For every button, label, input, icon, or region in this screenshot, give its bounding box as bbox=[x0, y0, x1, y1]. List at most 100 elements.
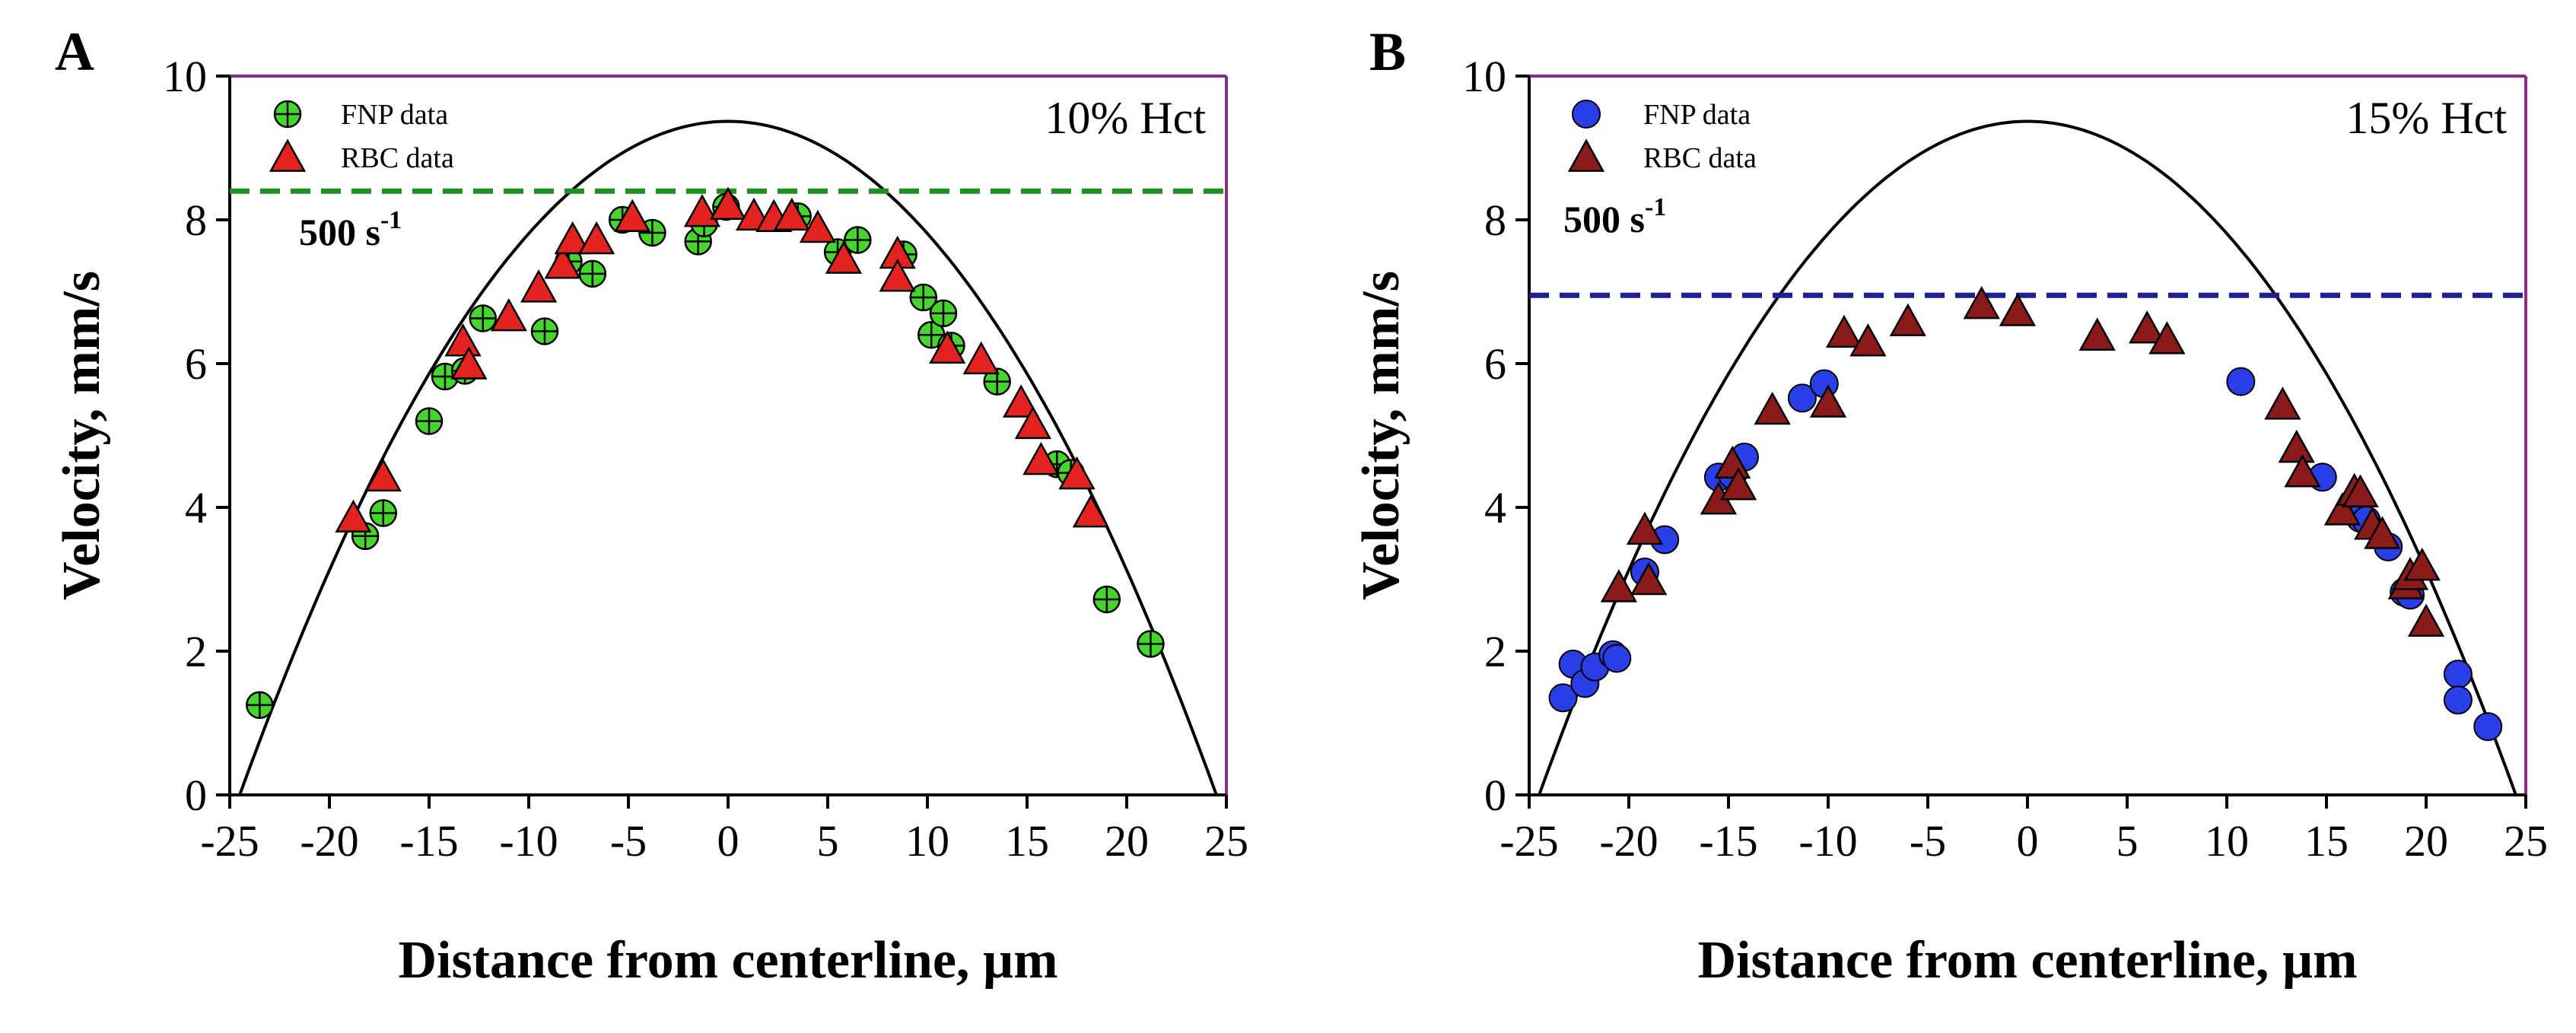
legend-marker bbox=[273, 100, 302, 129]
data-point bbox=[369, 499, 397, 527]
data-point bbox=[469, 304, 497, 332]
data-point bbox=[1137, 630, 1165, 658]
data-point bbox=[578, 259, 607, 288]
x-tick-label: 25 bbox=[2504, 816, 2548, 866]
data-point bbox=[1719, 467, 1757, 501]
panel-letter: A bbox=[55, 21, 94, 82]
parabolic-profile-curve bbox=[238, 119, 1218, 796]
data-point bbox=[450, 346, 488, 380]
data-point bbox=[1092, 585, 1121, 614]
x-tick-label: -10 bbox=[1798, 816, 1857, 866]
x-tick-label: -25 bbox=[200, 816, 259, 866]
y-tick-label: 4 bbox=[185, 483, 207, 532]
y-tick-label: 6 bbox=[1484, 339, 1506, 389]
data-point bbox=[1999, 293, 2037, 326]
legend-label: FNP data bbox=[1643, 99, 1751, 131]
x-axis-title: Distance from centerline, µm bbox=[398, 931, 1057, 990]
y-tick-label: 8 bbox=[1484, 195, 1506, 245]
data-point bbox=[2364, 516, 2401, 549]
panel-letter: B bbox=[1369, 21, 1406, 82]
x-tick-label: -5 bbox=[610, 816, 647, 866]
data-point bbox=[2078, 317, 2116, 351]
data-point bbox=[1626, 511, 1664, 545]
data-point bbox=[1003, 384, 1040, 418]
shear-rate-label: 500 s-1 bbox=[1563, 193, 1666, 240]
chart-panel-b: -25 -20 -15 -10 -5 0 5 10 15 20 25 0 2 4 6 8 10 Distance … bbox=[1352, 21, 2548, 990]
data-point bbox=[1787, 383, 1817, 413]
data-point bbox=[1889, 303, 1926, 337]
y-tick-label: 10 bbox=[1462, 52, 1506, 101]
hematocrit-annotation: 15% Hct bbox=[2345, 93, 2507, 143]
series-rbc-data bbox=[1600, 285, 2445, 637]
x-tick-label: 0 bbox=[2017, 816, 2039, 866]
data-point bbox=[844, 226, 872, 254]
data-point bbox=[246, 691, 274, 720]
data-point bbox=[2226, 367, 2256, 396]
data-point bbox=[2473, 712, 2503, 742]
x-tick-label: 5 bbox=[817, 816, 839, 866]
data-point bbox=[530, 317, 559, 345]
data-point bbox=[962, 341, 1000, 375]
data-point bbox=[2342, 474, 2379, 507]
legend: FNP data RBC data bbox=[269, 99, 454, 174]
series-fnp-data bbox=[1548, 367, 2503, 742]
y-tick-label: 8 bbox=[185, 195, 207, 245]
x-tick-label: -20 bbox=[300, 816, 358, 866]
data-point bbox=[773, 197, 810, 231]
data-point bbox=[520, 269, 558, 303]
legend-label: RBC data bbox=[341, 142, 454, 174]
data-point bbox=[2284, 454, 2321, 488]
y-tick-label: 10 bbox=[163, 52, 207, 101]
data-point bbox=[1058, 456, 1096, 490]
data-point bbox=[799, 209, 837, 243]
y-tick-label: 0 bbox=[1484, 771, 1506, 820]
parabolic-profile-curve bbox=[1538, 119, 2517, 796]
data-point bbox=[1825, 314, 1863, 348]
y-axis-title: Velocity, mm/s bbox=[1352, 271, 1410, 600]
x-tick-label: 20 bbox=[1105, 816, 1149, 866]
legend: FNP data RBC data bbox=[1567, 99, 1757, 174]
data-point bbox=[2129, 310, 2166, 344]
data-point bbox=[490, 298, 527, 332]
legend-marker bbox=[269, 138, 307, 172]
data-point bbox=[1714, 445, 1751, 479]
x-tick-label: 5 bbox=[2116, 816, 2139, 866]
x-tick-label: 25 bbox=[1204, 816, 1248, 866]
x-tick-label: 20 bbox=[2404, 816, 2448, 866]
data-point bbox=[1014, 405, 1051, 440]
x-tick-label: -5 bbox=[1910, 816, 1946, 866]
shear-rate-value: 500 s bbox=[1563, 198, 1645, 240]
data-point bbox=[614, 199, 651, 233]
x-tick-label: -10 bbox=[499, 816, 558, 866]
x-axis-title: Distance from centerline, µm bbox=[1697, 931, 2357, 990]
data-point bbox=[879, 259, 916, 292]
y-axis-title: Velocity, mm/s bbox=[52, 271, 111, 600]
x-tick-label: -25 bbox=[1499, 816, 1558, 866]
data-point bbox=[1022, 442, 1060, 475]
data-point bbox=[554, 221, 591, 255]
shear-rate-exponent: -1 bbox=[1645, 193, 1666, 221]
data-point bbox=[2264, 386, 2301, 420]
data-point bbox=[709, 186, 747, 220]
legend-label: RBC data bbox=[1643, 142, 1757, 174]
data-point bbox=[2407, 603, 2445, 637]
data-point bbox=[577, 221, 615, 255]
data-point bbox=[917, 320, 946, 349]
data-point bbox=[1602, 644, 1632, 673]
data-point bbox=[364, 458, 402, 492]
data-point bbox=[1630, 561, 1668, 596]
data-point bbox=[929, 330, 966, 364]
data-point bbox=[444, 323, 482, 357]
data-point bbox=[1548, 683, 1578, 713]
x-tick-label: 10 bbox=[905, 816, 949, 866]
data-point bbox=[1963, 285, 2000, 319]
y-tick-label: 2 bbox=[1484, 627, 1506, 676]
data-point bbox=[335, 499, 372, 533]
data-point bbox=[1754, 391, 1791, 425]
data-point bbox=[1809, 384, 1847, 418]
data-point bbox=[2278, 429, 2315, 463]
data-point bbox=[2443, 660, 2473, 689]
hematocrit-annotation: 10% Hct bbox=[1045, 93, 1206, 143]
legend-marker bbox=[1572, 100, 1601, 129]
